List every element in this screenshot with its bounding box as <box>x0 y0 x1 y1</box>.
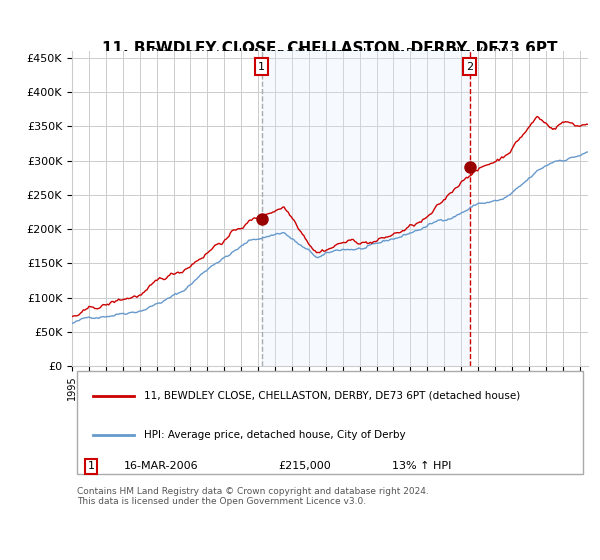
Text: 2: 2 <box>466 62 473 72</box>
Text: 16-MAR-2006: 16-MAR-2006 <box>124 461 198 472</box>
Text: £215,000: £215,000 <box>278 461 331 472</box>
Text: 11, BEWDLEY CLOSE, CHELLASTON, DERBY, DE73 6PT (detached house): 11, BEWDLEY CLOSE, CHELLASTON, DERBY, DE… <box>144 390 520 400</box>
Text: Contains HM Land Registry data © Crown copyright and database right 2024.
This d: Contains HM Land Registry data © Crown c… <box>77 487 429 506</box>
Text: 11, BEWDLEY CLOSE, CHELLASTON, DERBY, DE73 6PT: 11, BEWDLEY CLOSE, CHELLASTON, DERBY, DE… <box>102 41 558 56</box>
Text: 1: 1 <box>258 62 265 72</box>
FancyBboxPatch shape <box>77 371 583 474</box>
Text: Price paid vs. HM Land Registry's House Price Index (HPI): Price paid vs. HM Land Registry's House … <box>151 47 509 60</box>
Text: 13% ↑ HPI: 13% ↑ HPI <box>392 461 451 472</box>
Text: HPI: Average price, detached house, City of Derby: HPI: Average price, detached house, City… <box>144 430 406 440</box>
Text: 1: 1 <box>88 461 94 472</box>
Bar <box>262 51 470 366</box>
